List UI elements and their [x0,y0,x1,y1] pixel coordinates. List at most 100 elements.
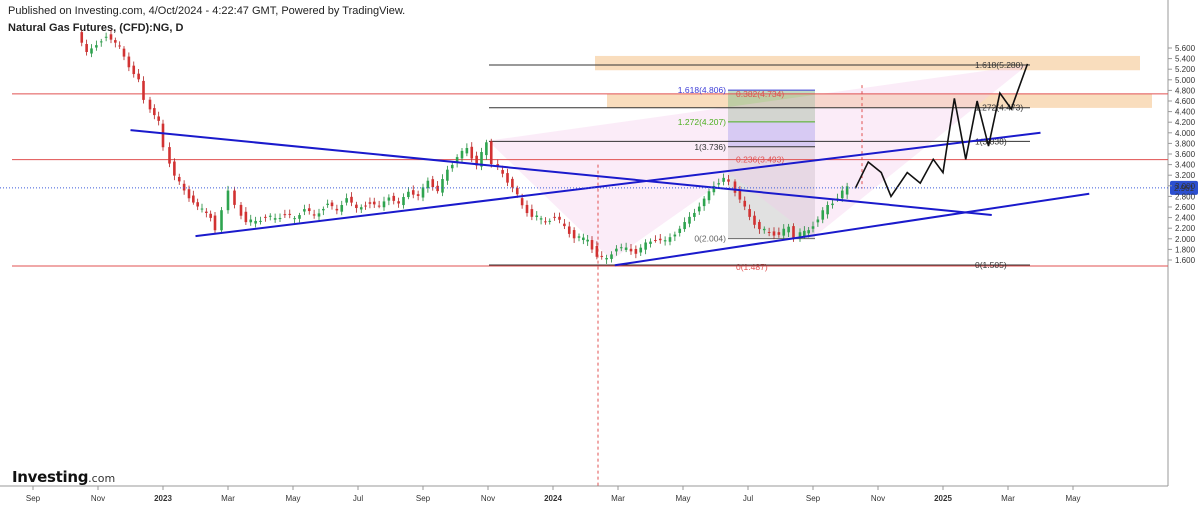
fib-box-label: 1.272(4.207) [678,117,726,127]
candle-body [772,231,776,236]
y-tick-label: 1.600 [1175,256,1196,265]
x-tick-label: Nov [481,494,495,503]
candle-body [572,230,576,239]
candle-body [182,183,186,191]
candle-body [577,236,581,238]
candle-body [683,222,686,230]
candle-body [782,228,786,236]
candle-body [777,232,781,235]
candle-body [213,215,217,231]
candle-body [377,205,381,207]
candle-body [205,211,208,213]
candle-body [307,208,311,212]
fib-extension-label: 1(3.838) [975,136,1007,146]
y-tick-label: 3.400 [1175,161,1196,170]
candle-body [520,198,524,206]
candle-body [639,247,643,253]
x-tick-label: Sep [26,494,41,503]
candle-body [511,178,514,188]
candle-body [127,56,131,68]
candle-body [496,164,500,167]
investing-logo: Investing.com [12,468,116,486]
candle-body [148,99,152,110]
candle-body [539,218,543,220]
candle-body [821,210,825,220]
candle-body [173,161,176,176]
candle-body [727,179,730,182]
candle-body [586,239,589,242]
y-tick-label: 3.800 [1175,139,1196,148]
candle-body [485,142,488,156]
candle-body [465,148,469,154]
x-tick-label: Jul [353,494,363,503]
candle-body [350,196,353,203]
x-tick-label: 2023 [154,494,172,503]
candle-body [668,237,672,242]
x-tick-label: Sep [416,494,431,503]
candle-body [239,204,243,216]
candle-body [702,198,706,207]
candle-body [226,190,230,211]
candle-body [421,187,425,198]
candle-body [712,185,716,193]
candle-body [326,203,329,205]
candle-body [787,226,790,233]
candle-body [460,150,464,159]
candle-body [157,116,160,121]
candle-body [99,41,103,43]
candle-body [95,45,98,48]
candle-body [168,147,171,164]
candle-body [595,245,599,257]
candle-body [392,195,396,201]
y-tick-label: 4.200 [1175,118,1196,127]
candle-body [273,218,277,220]
candle-body [707,191,711,201]
candle-body [142,80,145,100]
candle-body [450,164,454,169]
candle-body [104,36,108,38]
candle-body [525,204,529,214]
y-tick-label: 2.800 [1175,192,1196,201]
y-tick-label: 2.000 [1175,235,1196,244]
x-tick-label: Mar [611,494,625,503]
candle-body [615,248,618,252]
candle-body [840,190,844,199]
x-tick-label: May [285,494,300,503]
candle-body [605,257,608,260]
candle-body [758,221,761,230]
candle-body [335,208,339,211]
fib-box-label: 0(2.004) [694,234,726,244]
candle-body [845,186,849,195]
candle-body [288,213,292,215]
candle-body [515,187,519,195]
candle-body [693,212,696,217]
candle-body [619,247,623,249]
x-tick-label: 2025 [934,494,952,503]
candle-body [187,189,191,199]
candle-body [582,237,585,241]
candle-body [244,211,248,223]
x-tick-label: May [675,494,690,503]
candle-body [798,232,802,239]
candle-body [416,194,420,196]
fib-extension-label: 1.618(5.280) [975,60,1023,70]
candle-body [298,215,301,219]
y-tick-label: 5.200 [1175,65,1196,74]
x-tick-label: Mar [221,494,235,503]
candle-body [649,241,652,244]
candle-body [407,191,410,198]
candle-body [678,228,682,233]
candle-body [470,146,474,159]
chart-title: Natural Gas Futures, (CFD):NG, D [8,22,184,34]
candle-body [322,208,325,211]
candle-body [831,203,834,206]
candle-body [743,200,747,207]
candle-body [303,209,306,212]
level-label: 0.382(4.734) [736,89,784,99]
fib-extension-label: 1.272(4.473) [975,103,1023,113]
target-zone [595,55,1140,71]
candle-body [109,34,113,40]
candle-body [441,179,444,193]
candle-body [364,205,367,207]
